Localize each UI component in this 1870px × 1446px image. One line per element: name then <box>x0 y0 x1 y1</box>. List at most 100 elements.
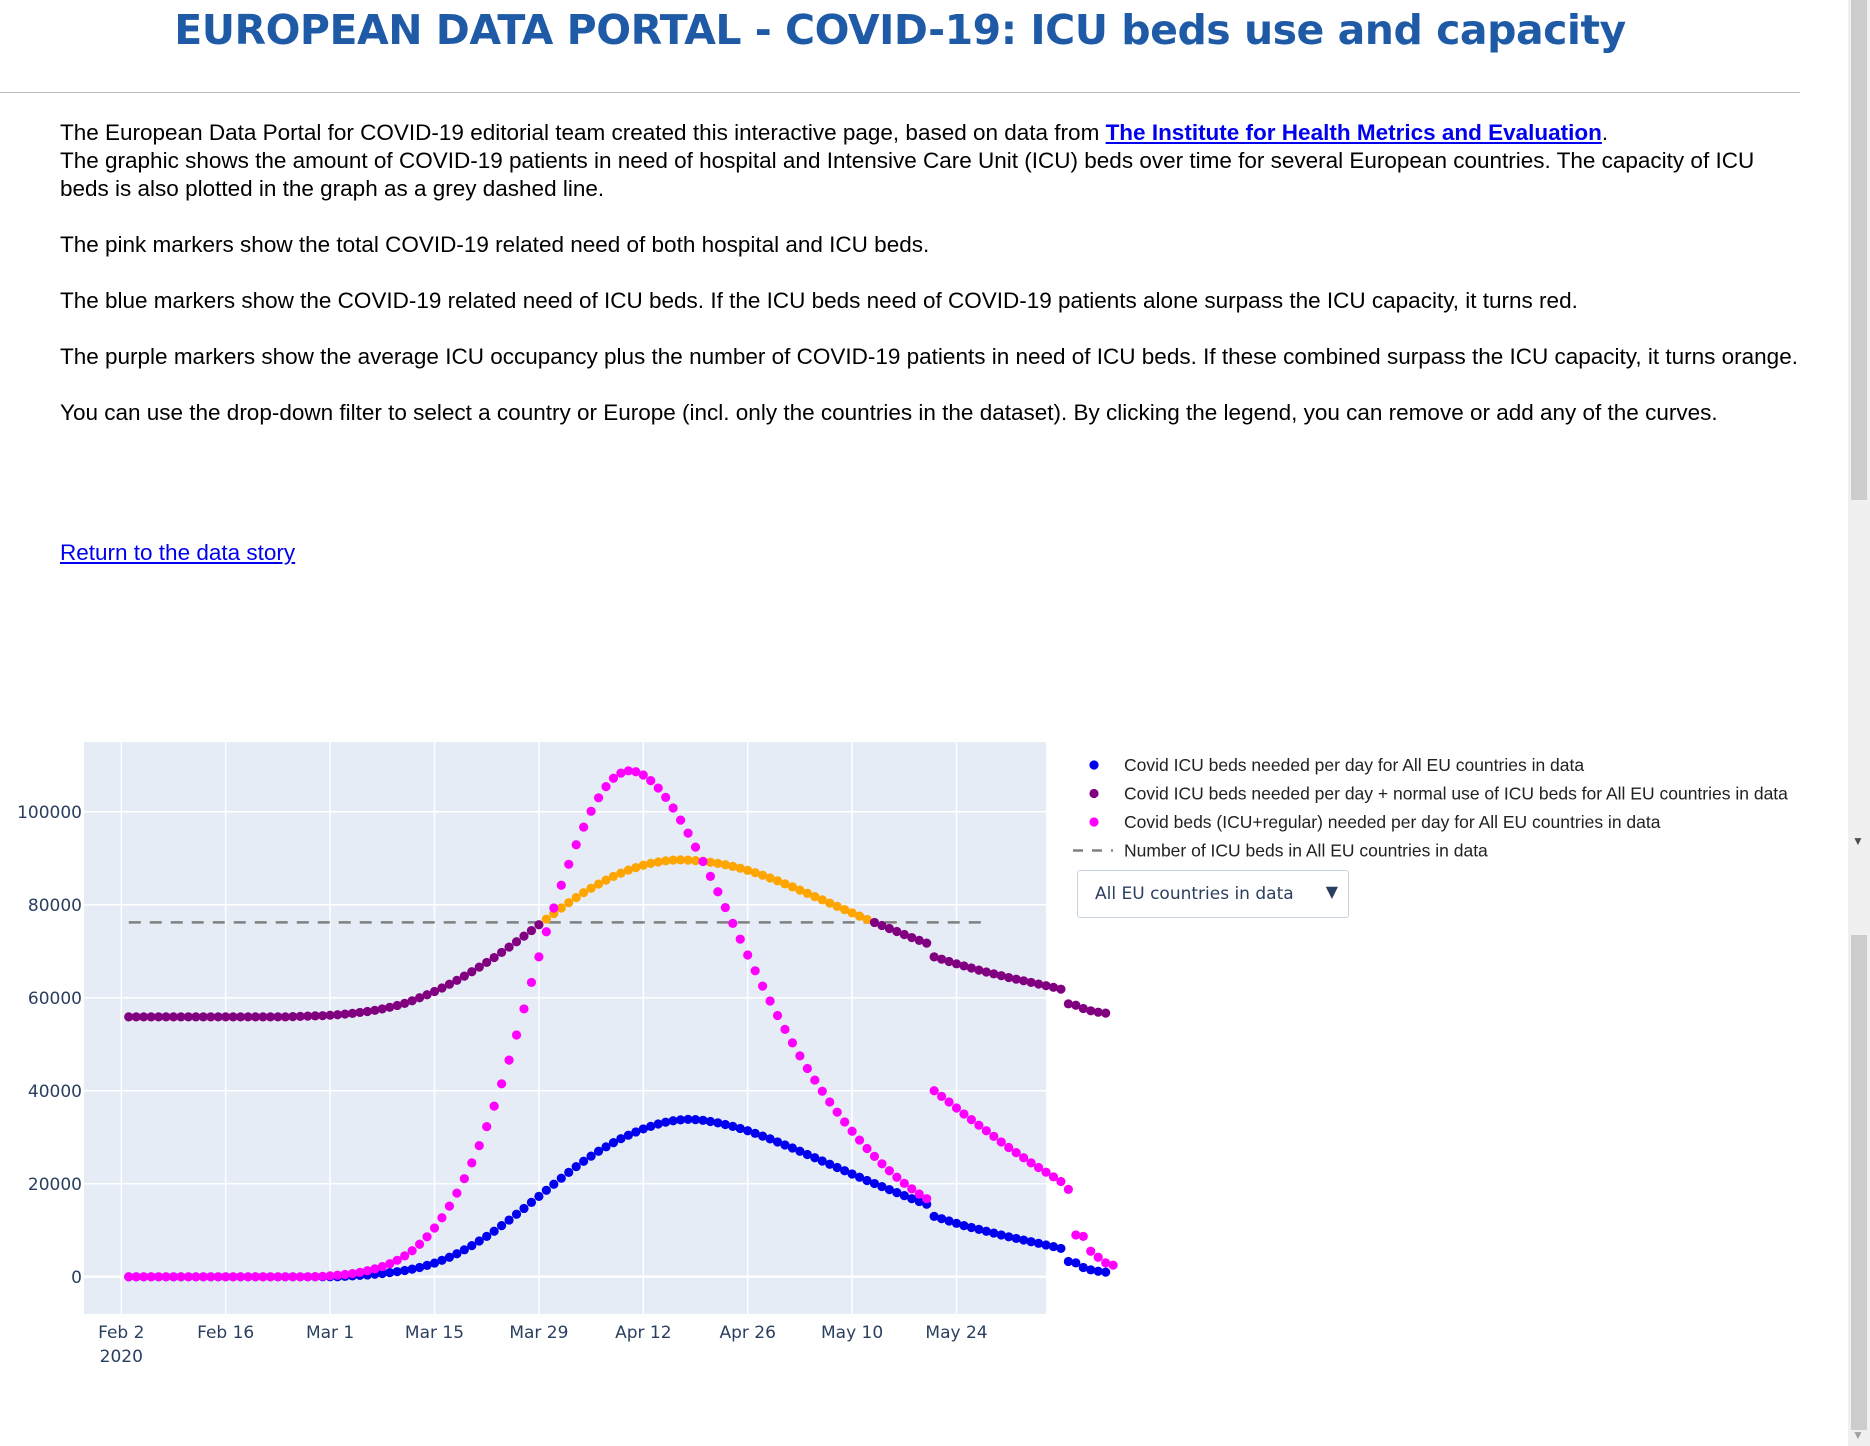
total-marker <box>593 793 604 803</box>
combined-marker <box>377 1004 387 1014</box>
total-marker <box>1056 1176 1066 1187</box>
country-dropdown[interactable]: All EU countries in data ▼ <box>1077 870 1349 918</box>
title-divider <box>0 92 1800 93</box>
scroll-down-arrow-icon[interactable]: ▼ <box>1852 834 1864 848</box>
icu-marker <box>705 1116 716 1127</box>
total-marker <box>675 815 686 825</box>
combined-marker <box>325 1010 335 1020</box>
combined-marker <box>877 920 887 931</box>
x-tick-label: Mar 15 <box>405 1323 464 1343</box>
combined-marker <box>213 1012 223 1022</box>
icu-chart[interactable]: Feb 2 2020 Feb 16 Mar 1 Mar 15 Mar 29 Apr 12 Ap… <box>0 730 1840 1380</box>
x-tick-label: May 10 <box>821 1323 883 1343</box>
legend-item-combined[interactable]: Covid ICU beds needed per day + normal u… <box>1089 784 1788 804</box>
icu-marker <box>616 1134 626 1144</box>
page-scrollbar[interactable]: ▼ ▼ <box>1848 0 1870 1446</box>
combined-marker <box>400 998 410 1008</box>
combined-marker <box>772 876 783 886</box>
total-marker <box>802 1063 812 1074</box>
total-marker <box>728 918 738 928</box>
icu-marker <box>758 1131 768 1141</box>
x-tick-year-label: 2020 <box>100 1347 143 1367</box>
legend-label: Covid ICU beds needed per day + normal u… <box>1124 784 1788 804</box>
icu-marker <box>392 1267 402 1277</box>
combined-marker <box>743 865 753 875</box>
combined-marker <box>265 1012 276 1022</box>
total-marker <box>295 1272 305 1282</box>
icu-marker <box>675 1115 686 1125</box>
total-marker <box>892 1172 902 1182</box>
icu-marker <box>892 1188 902 1198</box>
combined-marker <box>414 993 425 1003</box>
total-marker <box>631 767 641 777</box>
intro-purple-markers: The purple markers show the average ICU … <box>60 344 1798 369</box>
total-marker <box>176 1272 186 1282</box>
total-marker <box>571 840 581 850</box>
total-marker <box>1026 1158 1036 1168</box>
combined-marker <box>646 858 656 868</box>
icu-marker <box>519 1203 529 1214</box>
total-marker <box>713 887 723 897</box>
total-marker <box>922 1194 932 1204</box>
combined-marker <box>631 862 641 873</box>
legend-label: Number of ICU beds in All EU countries i… <box>1124 841 1488 861</box>
page-title: EUROPEAN DATA PORTAL - COVID-19: ICU bed… <box>174 6 1626 54</box>
total-marker <box>847 1126 857 1136</box>
icu-marker <box>735 1123 745 1134</box>
legend-item-icu[interactable]: Covid ICU beds needed per day for All EU… <box>1089 755 1584 775</box>
icu-marker <box>385 1268 395 1278</box>
total-marker <box>385 1259 395 1269</box>
icu-marker <box>564 1167 574 1177</box>
icu-marker <box>840 1166 850 1176</box>
total-marker <box>139 1272 149 1282</box>
legend-item-total[interactable]: Covid beds (ICU+regular) needed per day … <box>1089 812 1661 832</box>
ihme-link[interactable]: The Institute for Health Metrics and Eva… <box>1105 120 1602 145</box>
total-marker <box>332 1270 343 1280</box>
plot-area[interactable] <box>84 742 1046 1314</box>
icu-marker <box>571 1161 581 1172</box>
total-marker <box>989 1131 999 1141</box>
total-marker <box>579 822 589 832</box>
total-marker <box>683 828 693 838</box>
combined-marker <box>571 892 581 903</box>
combined-marker <box>922 938 932 948</box>
icu-marker <box>1056 1243 1066 1254</box>
icu-marker <box>944 1216 954 1226</box>
total-marker <box>347 1268 358 1279</box>
total-marker <box>131 1272 141 1282</box>
icu-marker <box>489 1226 499 1236</box>
combined-marker <box>869 917 880 928</box>
total-marker <box>668 803 678 813</box>
combined-marker <box>511 937 522 947</box>
total-marker <box>959 1109 969 1119</box>
intro-graphic-description: The graphic shows the amount of COVID-19… <box>60 148 1755 201</box>
combined-marker <box>534 920 544 930</box>
total-marker <box>1078 1231 1088 1241</box>
scroll-down-arrow-bottom-icon[interactable]: ▼ <box>1852 1428 1864 1442</box>
icu-marker <box>511 1209 522 1219</box>
combined-marker <box>1048 982 1059 992</box>
total-marker <box>534 952 544 962</box>
icu-marker <box>586 1151 596 1161</box>
total-marker <box>1019 1153 1029 1163</box>
legend-item-capacity[interactable]: Number of ICU beds in All EU countries i… <box>1073 841 1488 861</box>
total-marker <box>318 1271 328 1281</box>
combined-marker <box>340 1009 350 1019</box>
combined-marker <box>489 952 499 963</box>
combined-marker <box>653 857 663 867</box>
scrollbar-thumb-lower[interactable] <box>1851 935 1867 1430</box>
scrollbar-thumb[interactable] <box>1851 0 1867 500</box>
return-to-data-story-link[interactable]: Return to the data story <box>60 540 296 565</box>
total-marker <box>511 1030 522 1040</box>
icu-marker <box>750 1128 760 1138</box>
combined-marker <box>720 860 730 870</box>
icu-marker <box>497 1221 507 1231</box>
combined-marker <box>847 908 857 918</box>
total-marker <box>862 1143 872 1154</box>
total-marker <box>936 1091 947 1101</box>
combined-marker <box>817 895 827 905</box>
total-marker <box>265 1272 276 1282</box>
legend[interactable]: Covid ICU beds needed per day for All EU… <box>1073 755 1788 861</box>
total-marker <box>504 1055 514 1065</box>
icu-marker <box>862 1175 872 1186</box>
